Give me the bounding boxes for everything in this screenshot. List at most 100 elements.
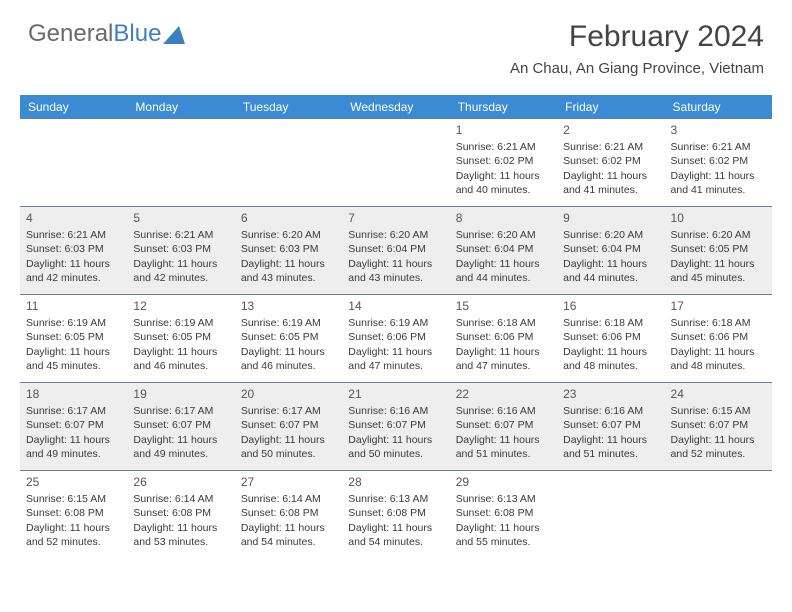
day-number: 12 (133, 298, 228, 314)
calendar-day-cell: 11Sunrise: 6:19 AMSunset: 6:05 PMDayligh… (20, 295, 127, 383)
calendar-day-cell: 29Sunrise: 6:13 AMSunset: 6:08 PMDayligh… (450, 471, 557, 559)
weekday-header-row: Sunday Monday Tuesday Wednesday Thursday… (20, 96, 772, 119)
brand-part1: General (28, 20, 113, 48)
sunset-line: Sunset: 6:07 PM (456, 418, 551, 432)
weekday-header: Friday (557, 96, 664, 119)
calendar-day-cell: 16Sunrise: 6:18 AMSunset: 6:06 PMDayligh… (557, 295, 664, 383)
day-number: 5 (133, 210, 228, 226)
calendar-empty-cell (127, 119, 234, 207)
day-number: 27 (241, 474, 336, 490)
daylight-line: Daylight: 11 hours and 50 minutes. (241, 433, 336, 461)
day-number: 11 (26, 298, 121, 314)
sunrise-line: Sunrise: 6:20 AM (563, 228, 658, 242)
sunset-line: Sunset: 6:07 PM (133, 418, 228, 432)
daylight-line: Daylight: 11 hours and 46 minutes. (133, 345, 228, 373)
sunrise-line: Sunrise: 6:15 AM (26, 492, 121, 506)
day-number: 10 (671, 210, 766, 226)
daylight-line: Daylight: 11 hours and 52 minutes. (671, 433, 766, 461)
day-number: 2 (563, 122, 658, 138)
sunset-line: Sunset: 6:04 PM (563, 242, 658, 256)
sunrise-line: Sunrise: 6:20 AM (456, 228, 551, 242)
daylight-line: Daylight: 11 hours and 51 minutes. (456, 433, 551, 461)
brand-part2: Blue (113, 20, 161, 48)
sunset-line: Sunset: 6:08 PM (456, 506, 551, 520)
calendar-body: 1Sunrise: 6:21 AMSunset: 6:02 PMDaylight… (20, 119, 772, 559)
weekday-header: Saturday (665, 96, 772, 119)
weekday-header: Wednesday (342, 96, 449, 119)
day-number: 17 (671, 298, 766, 314)
day-number: 16 (563, 298, 658, 314)
calendar-empty-cell (20, 119, 127, 207)
calendar-day-cell: 2Sunrise: 6:21 AMSunset: 6:02 PMDaylight… (557, 119, 664, 207)
sunrise-line: Sunrise: 6:14 AM (133, 492, 228, 506)
sunrise-line: Sunrise: 6:20 AM (671, 228, 766, 242)
sunset-line: Sunset: 6:05 PM (133, 330, 228, 344)
sunrise-line: Sunrise: 6:20 AM (348, 228, 443, 242)
day-number: 15 (456, 298, 551, 314)
daylight-line: Daylight: 11 hours and 45 minutes. (671, 257, 766, 285)
sunset-line: Sunset: 6:06 PM (456, 330, 551, 344)
sunset-line: Sunset: 6:05 PM (26, 330, 121, 344)
day-number: 21 (348, 386, 443, 402)
sunset-line: Sunset: 6:06 PM (563, 330, 658, 344)
calendar-week-row: 1Sunrise: 6:21 AMSunset: 6:02 PMDaylight… (20, 119, 772, 207)
calendar-day-cell: 19Sunrise: 6:17 AMSunset: 6:07 PMDayligh… (127, 383, 234, 471)
sunset-line: Sunset: 6:03 PM (133, 242, 228, 256)
sunrise-line: Sunrise: 6:17 AM (133, 404, 228, 418)
sunset-line: Sunset: 6:04 PM (456, 242, 551, 256)
brand-logo: GeneralBlue (28, 20, 185, 48)
daylight-line: Daylight: 11 hours and 52 minutes. (26, 521, 121, 549)
daylight-line: Daylight: 11 hours and 54 minutes. (348, 521, 443, 549)
daylight-line: Daylight: 11 hours and 42 minutes. (26, 257, 121, 285)
day-number: 23 (563, 386, 658, 402)
calendar-empty-cell (665, 471, 772, 559)
weekday-header: Monday (127, 96, 234, 119)
calendar-week-row: 4Sunrise: 6:21 AMSunset: 6:03 PMDaylight… (20, 207, 772, 295)
daylight-line: Daylight: 11 hours and 42 minutes. (133, 257, 228, 285)
daylight-line: Daylight: 11 hours and 54 minutes. (241, 521, 336, 549)
calendar-day-cell: 25Sunrise: 6:15 AMSunset: 6:08 PMDayligh… (20, 471, 127, 559)
weekday-header: Thursday (450, 96, 557, 119)
sunrise-line: Sunrise: 6:13 AM (348, 492, 443, 506)
sunset-line: Sunset: 6:08 PM (348, 506, 443, 520)
sunrise-line: Sunrise: 6:16 AM (563, 404, 658, 418)
day-number: 1 (456, 122, 551, 138)
sunset-line: Sunset: 6:02 PM (456, 154, 551, 168)
day-number: 3 (671, 122, 766, 138)
day-number: 29 (456, 474, 551, 490)
calendar-day-cell: 8Sunrise: 6:20 AMSunset: 6:04 PMDaylight… (450, 207, 557, 295)
daylight-line: Daylight: 11 hours and 50 minutes. (348, 433, 443, 461)
location-text: An Chau, An Giang Province, Vietnam (510, 60, 764, 77)
daylight-line: Daylight: 11 hours and 53 minutes. (133, 521, 228, 549)
day-number: 7 (348, 210, 443, 226)
calendar-week-row: 11Sunrise: 6:19 AMSunset: 6:05 PMDayligh… (20, 295, 772, 383)
calendar-day-cell: 20Sunrise: 6:17 AMSunset: 6:07 PMDayligh… (235, 383, 342, 471)
daylight-line: Daylight: 11 hours and 40 minutes. (456, 169, 551, 197)
calendar-empty-cell (557, 471, 664, 559)
calendar-day-cell: 27Sunrise: 6:14 AMSunset: 6:08 PMDayligh… (235, 471, 342, 559)
sunset-line: Sunset: 6:08 PM (241, 506, 336, 520)
sunrise-line: Sunrise: 6:19 AM (26, 316, 121, 330)
daylight-line: Daylight: 11 hours and 46 minutes. (241, 345, 336, 373)
calendar-week-row: 25Sunrise: 6:15 AMSunset: 6:08 PMDayligh… (20, 471, 772, 559)
day-number: 22 (456, 386, 551, 402)
sunset-line: Sunset: 6:05 PM (671, 242, 766, 256)
day-number: 9 (563, 210, 658, 226)
weekday-header: Tuesday (235, 96, 342, 119)
day-number: 20 (241, 386, 336, 402)
sunset-line: Sunset: 6:02 PM (563, 154, 658, 168)
sunset-line: Sunset: 6:04 PM (348, 242, 443, 256)
sunset-line: Sunset: 6:06 PM (348, 330, 443, 344)
sunrise-line: Sunrise: 6:19 AM (348, 316, 443, 330)
day-number: 28 (348, 474, 443, 490)
daylight-line: Daylight: 11 hours and 41 minutes. (671, 169, 766, 197)
calendar-day-cell: 17Sunrise: 6:18 AMSunset: 6:06 PMDayligh… (665, 295, 772, 383)
sunrise-line: Sunrise: 6:21 AM (133, 228, 228, 242)
daylight-line: Daylight: 11 hours and 43 minutes. (241, 257, 336, 285)
sunset-line: Sunset: 6:07 PM (241, 418, 336, 432)
daylight-line: Daylight: 11 hours and 48 minutes. (563, 345, 658, 373)
calendar-day-cell: 7Sunrise: 6:20 AMSunset: 6:04 PMDaylight… (342, 207, 449, 295)
day-number: 14 (348, 298, 443, 314)
sunrise-line: Sunrise: 6:15 AM (671, 404, 766, 418)
sunrise-line: Sunrise: 6:19 AM (133, 316, 228, 330)
